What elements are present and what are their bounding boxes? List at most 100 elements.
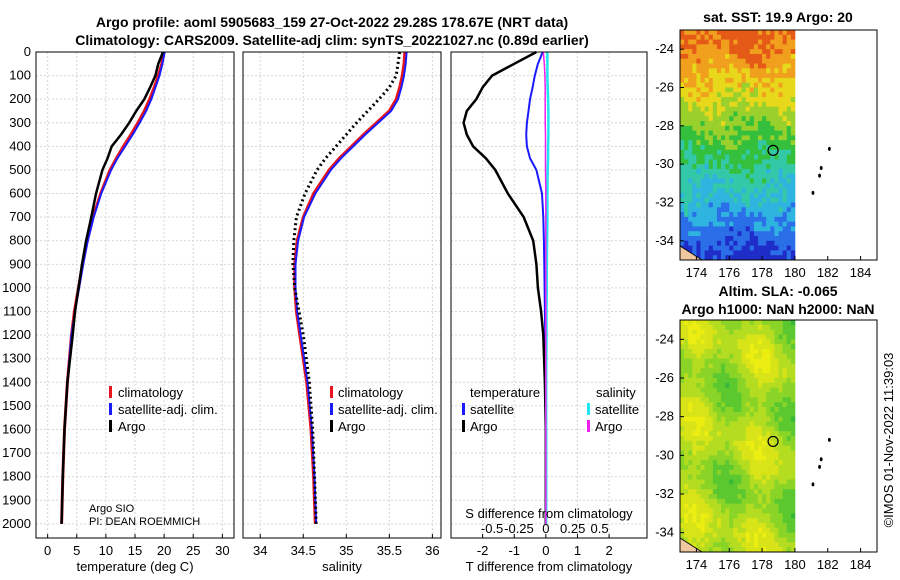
map-cell <box>753 489 759 495</box>
map-cell <box>692 77 697 84</box>
map-cell <box>782 140 788 146</box>
map-cell <box>704 469 710 476</box>
map-cell <box>790 39 796 45</box>
map-cell <box>684 231 689 237</box>
map-cell <box>753 121 759 127</box>
map-cell <box>721 479 726 485</box>
map-cell <box>692 450 697 456</box>
map-cell <box>700 178 706 184</box>
map-cell <box>704 368 710 374</box>
map-cell <box>749 368 755 374</box>
map-cell <box>786 168 792 175</box>
map-cell <box>766 513 771 519</box>
map-cell <box>692 440 697 447</box>
map-cell <box>692 178 697 184</box>
map-cell <box>766 532 771 538</box>
map-cell <box>741 168 747 175</box>
map-cell <box>774 479 779 485</box>
map-cell <box>778 334 783 340</box>
map-cell <box>753 207 759 213</box>
map-cell <box>762 494 767 500</box>
map-cell <box>704 392 710 398</box>
map-cell <box>790 532 796 538</box>
map-cell <box>688 216 693 223</box>
map-cell <box>737 382 742 389</box>
map-cell <box>786 334 792 340</box>
map-cell <box>729 30 734 36</box>
map-cell <box>688 469 693 476</box>
map-cell <box>757 349 763 355</box>
map-cell <box>741 116 747 122</box>
map-cell <box>737 250 742 256</box>
map-cell <box>680 92 685 98</box>
map-cell <box>749 221 755 227</box>
map-cell <box>778 469 783 476</box>
map-cell <box>692 358 697 364</box>
map-cell <box>684 192 689 199</box>
map-cell <box>729 547 734 553</box>
map-cell <box>766 324 771 331</box>
map-cell <box>712 479 718 485</box>
map-cell <box>729 416 734 422</box>
map-cell <box>684 149 689 155</box>
map-cell <box>725 411 730 418</box>
map-cell <box>782 363 788 369</box>
x-tick-label: 15 <box>128 543 142 558</box>
map-cell <box>708 416 714 422</box>
map-cell <box>684 39 689 45</box>
y-tick-label: 1400 <box>2 374 31 389</box>
map-cell <box>753 329 759 335</box>
y-tick-label: 1800 <box>2 469 31 484</box>
map-cell <box>729 474 734 480</box>
map-cell <box>749 382 755 389</box>
map-cell <box>733 324 738 331</box>
map-cell <box>704 49 710 55</box>
map-cell <box>688 527 693 534</box>
map-cell <box>708 111 714 117</box>
map-cell <box>770 421 775 427</box>
map-cell <box>700 339 706 345</box>
map-cell <box>766 245 771 251</box>
map-cell <box>790 207 796 213</box>
map-cell <box>716 221 722 227</box>
map-cell <box>778 416 783 422</box>
map-cell <box>766 73 771 79</box>
map-cell <box>712 460 718 466</box>
map-cell <box>716 53 722 60</box>
map-cell <box>684 498 689 505</box>
map-cell <box>700 329 706 335</box>
map-cell <box>778 58 783 64</box>
map-cell <box>786 445 792 451</box>
map-cell <box>721 513 726 519</box>
map-cell <box>737 426 742 432</box>
map-cell <box>704 130 710 136</box>
y-tick-label: 1100 <box>3 304 31 319</box>
map-cell <box>725 349 730 355</box>
map-cell <box>753 197 759 203</box>
map-cell <box>696 518 701 524</box>
map-cell <box>696 368 701 374</box>
map-cell <box>704 421 710 427</box>
map-cell <box>741 240 747 247</box>
map-cell <box>708 547 714 553</box>
map-cell <box>729 236 734 242</box>
map-cell <box>762 145 767 151</box>
map-cell <box>712 140 718 146</box>
map-cell <box>766 255 771 261</box>
map-cell <box>729 324 734 331</box>
map-cell <box>708 106 714 112</box>
map-cell <box>680 426 685 432</box>
map-cell <box>753 387 759 393</box>
map-cell <box>741 216 747 223</box>
map-cell <box>680 68 685 74</box>
map-cell <box>782 164 788 170</box>
map-cell <box>729 518 734 524</box>
map-cell <box>725 101 730 108</box>
map-cell <box>712 168 718 175</box>
map-cell <box>762 378 767 384</box>
map-cell <box>692 226 697 232</box>
map-cell <box>696 465 701 471</box>
map-cell <box>737 121 742 127</box>
map-cell <box>692 339 697 345</box>
map-cell <box>790 353 796 360</box>
